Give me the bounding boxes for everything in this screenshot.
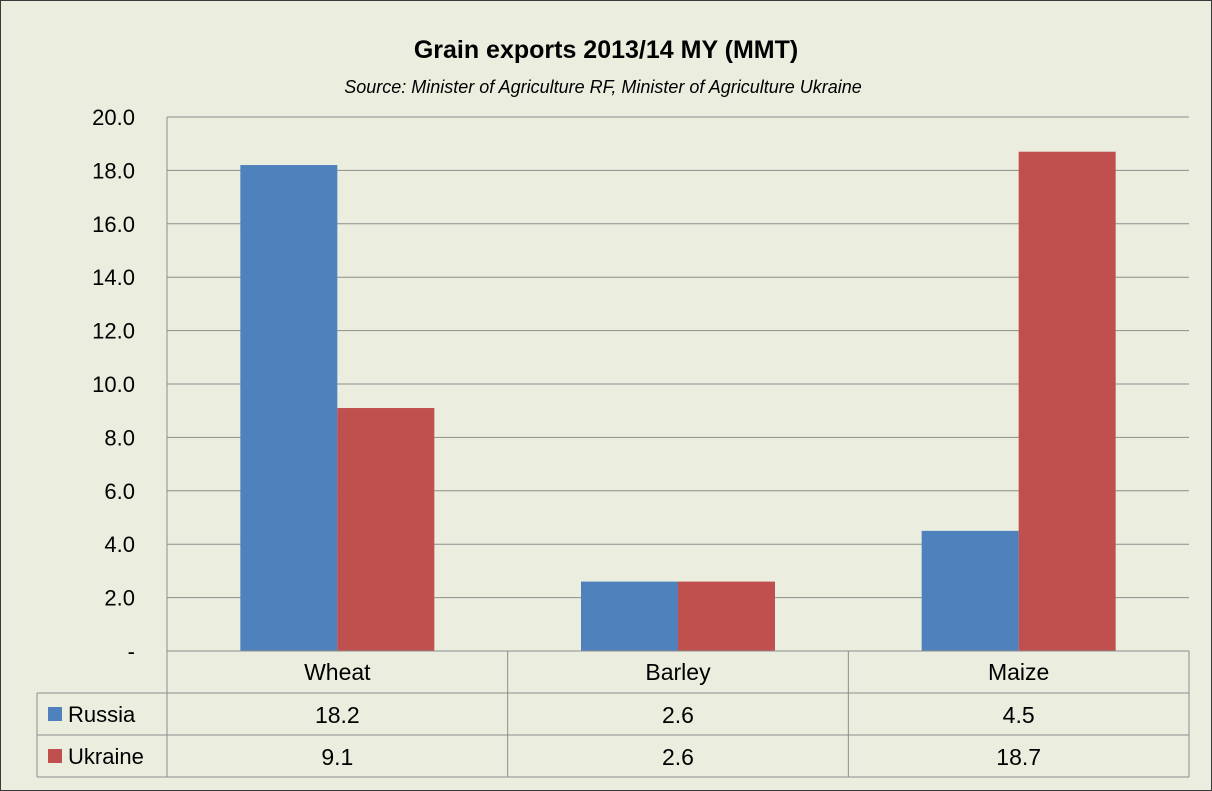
data-label: 4.5 xyxy=(1003,702,1035,728)
data-label: 18.7 xyxy=(996,744,1041,770)
category-label: Wheat xyxy=(304,659,371,685)
legend-label: Ukraine xyxy=(68,744,144,769)
bar-ukraine-barley xyxy=(678,581,775,651)
legend-key-ukraine xyxy=(48,749,62,763)
bar-russia-barley xyxy=(581,581,678,651)
category-label: Maize xyxy=(988,659,1049,685)
y-tick-label: 8.0 xyxy=(104,425,135,450)
data-table: Wheat Barley Maize Russia 18.2 2.6 4.5 Ukraine 9… xyxy=(36,650,1190,778)
bar-ukraine-wheat xyxy=(337,408,435,651)
chart-subtitle: Source: Minister of Agriculture RF, Mini… xyxy=(344,77,862,97)
y-tick-label: 14.0 xyxy=(92,265,135,290)
data-label: 9.1 xyxy=(321,744,353,770)
data-label: 2.6 xyxy=(662,702,694,728)
y-tick-label: 16.0 xyxy=(92,212,135,237)
category-label: Barley xyxy=(645,659,711,685)
bars xyxy=(240,151,1116,651)
bar-russia-maize xyxy=(921,530,1019,651)
y-tick-label: 20.0 xyxy=(92,105,135,130)
y-tick-label: 18.0 xyxy=(92,158,135,183)
legend-label: Russia xyxy=(68,702,136,727)
y-tick-label: 2.0 xyxy=(104,586,135,611)
y-tick-label: 12.0 xyxy=(92,319,135,344)
y-tick-label: 6.0 xyxy=(104,479,135,504)
y-tick-label: 4.0 xyxy=(104,532,135,557)
bar-ukraine-maize xyxy=(1018,151,1116,651)
chart-title: Grain exports 2013/14 MY (MMT) xyxy=(413,36,799,64)
data-label: 18.2 xyxy=(315,702,360,728)
y-tick-label: 10.0 xyxy=(92,372,135,397)
legend-key-russia xyxy=(48,707,62,721)
y-tick-label: - xyxy=(128,639,135,664)
bar-russia-wheat xyxy=(240,165,338,651)
data-label: 2.6 xyxy=(662,744,694,770)
y-axis-ticks: - 2.0 4.0 6.0 8.0 10.0 12.0 14.0 16.0 18.0 20.0 xyxy=(92,105,135,664)
